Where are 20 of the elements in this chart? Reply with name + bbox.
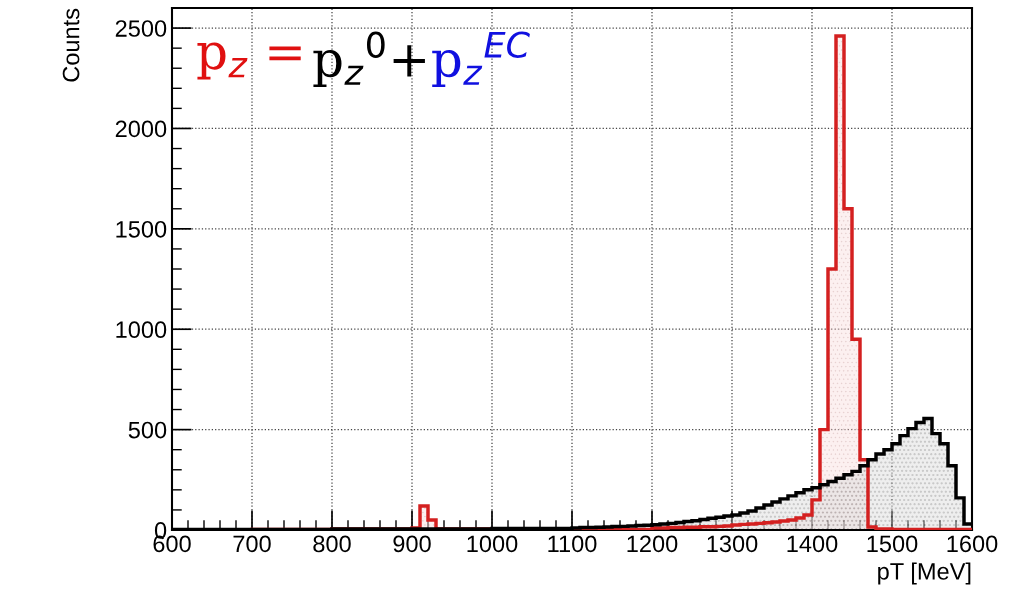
y-tick-label: 1500 (116, 220, 167, 238)
x-tick-label: 1200 (627, 535, 678, 553)
x-tick-label: 700 (233, 535, 271, 553)
x-tick-label: 900 (393, 535, 431, 553)
annotation: p$_{z}$$^{0}$+ (313, 31, 425, 88)
x-tick-label: 1600 (947, 535, 998, 553)
x-axis-title: pT [MeV] (878, 562, 971, 585)
x-tick-label: 1400 (787, 535, 838, 553)
y-tick-label: 2500 (115, 20, 167, 37)
x-tick-label: 800 (313, 535, 351, 553)
annotation: p$_{z}$$^{EC}$ (432, 31, 530, 88)
x-tick-label: 1300 (707, 535, 758, 553)
x-tick-label: 1100 (548, 535, 597, 553)
y-tick-label: 500 (128, 421, 167, 439)
x-tick-label: 1000 (467, 535, 518, 553)
x-tick-label: 1500 (867, 535, 918, 553)
annotation: p$_{z}$ = (197, 42, 301, 80)
y-tick-label: 1000 (116, 321, 167, 339)
y-tick-label: 2000 (115, 120, 167, 138)
y-axis-title: Counts (62, 8, 80, 82)
